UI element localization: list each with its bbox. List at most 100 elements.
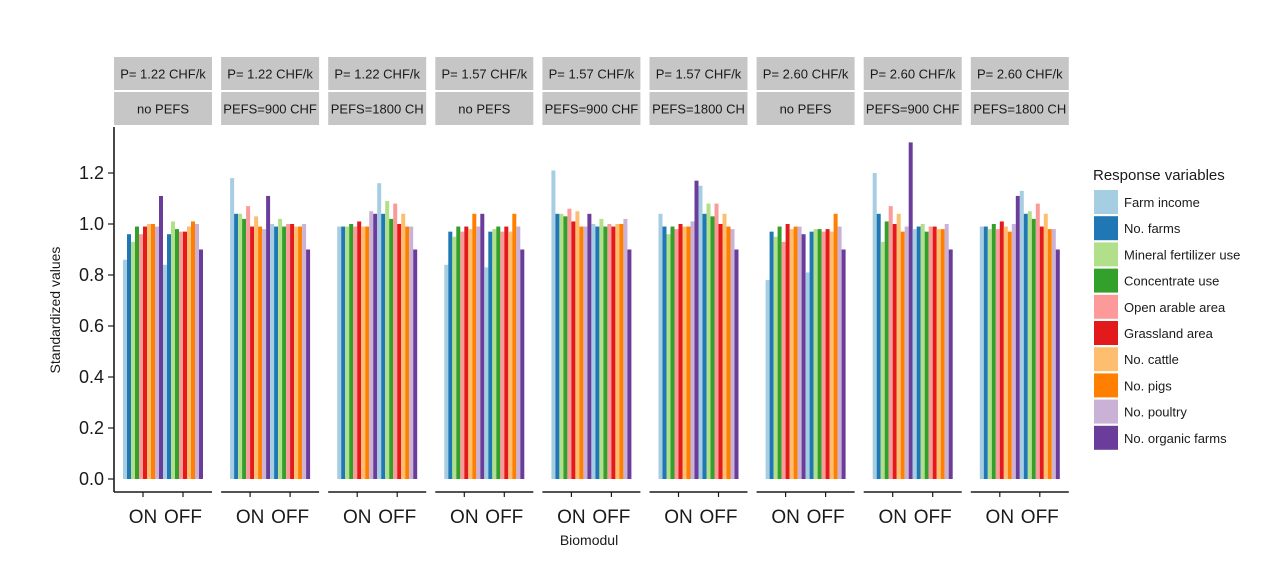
bar [476,226,481,479]
x-tick-label: OFF [914,507,952,528]
bar [623,218,628,479]
bar [730,229,735,479]
facet-strip-top-label: P= 1.57 CHF/k [549,67,635,82]
bar [797,226,802,479]
bar [179,231,183,479]
y-tick-label: 0.8 [79,265,104,285]
bar [579,226,584,479]
facet-strip-bottom [435,92,534,125]
bar [718,224,723,479]
bar [789,229,794,479]
bar [1035,203,1040,479]
bar [1003,226,1008,479]
bar [920,224,925,479]
bar [385,201,390,480]
bar [468,229,473,479]
bar [769,231,774,479]
bar [496,226,501,479]
bar [1011,224,1016,479]
bar [607,224,612,479]
x-tick-label: ON [771,507,800,528]
bar [409,226,414,479]
x-tick-label: ON [878,507,907,528]
bar [191,221,195,479]
bar [805,272,810,479]
facet-panel: P= 1.22 CHF/k no PEFS ON OFF [114,57,212,528]
bar [706,203,711,479]
facet-strip-bottom-label: no PEFS [780,102,832,117]
bar [389,218,394,479]
bar [777,226,782,479]
bar [726,226,731,479]
bar [627,249,632,479]
bar [619,224,624,479]
bar [135,226,139,479]
bar [250,226,255,479]
bar [892,224,897,479]
bar [290,224,295,479]
bar [872,173,877,479]
bar [983,226,988,479]
facet-strip-top [435,57,534,90]
bar [841,249,846,479]
bar [904,226,909,479]
bar [460,231,465,479]
y-tick-label: 1.2 [79,163,104,183]
facet-panel: P= 1.57 CHF/k no PEFS ON OFF [435,57,534,528]
bar [480,213,485,480]
legend-key [1094,347,1118,372]
facets-layer: P= 1.22 CHF/k no PEFS ON OFF P= 1.22 CHF/k PE… [114,57,1069,528]
legend-key [1094,294,1118,319]
bar [615,224,620,479]
legend-label: No. poultry [1124,405,1187,420]
bar [500,231,505,479]
bar [357,221,362,479]
bar [944,224,949,479]
x-tick-label: ON [664,507,693,528]
legend-key [1094,399,1118,424]
bar [258,226,263,479]
facet-strip-bottom-label: PEFS=1800 CH [973,102,1066,117]
bar [591,224,596,479]
facet-strip-bottom [863,92,962,125]
bar [238,213,243,480]
legend-label: Open arable area [1124,300,1226,315]
legend-label: No. farms [1124,221,1181,236]
bar [516,226,521,479]
bar [987,229,992,479]
bar [809,231,814,479]
bar [353,226,358,479]
bar [674,229,679,479]
bar [948,249,953,479]
y-axis: 0.0 0.2 0.4 0.6 0.8 1.0 1.2 [79,127,115,492]
bar [159,195,163,479]
facet-panel: P= 1.57 CHF/k PEFS=900 CHF ON OFF [542,57,641,528]
legend-title: Response variables [1093,167,1225,184]
legend-key [1094,216,1118,241]
bar [1031,218,1036,479]
x-tick-label: OFF [164,507,202,528]
bar [979,226,984,479]
bar [837,226,842,479]
bar [801,234,806,479]
bar [932,226,937,479]
legend-label: Concentrate use [1124,274,1219,289]
x-tick-label: ON [129,507,158,528]
bar [278,218,283,479]
bar [254,216,259,479]
bar [908,142,913,479]
y-axis-title: Standardized values [47,247,63,374]
bar [821,231,826,479]
bar [1019,190,1024,479]
y-tick-label: 0.6 [79,316,104,336]
x-tick-label: OFF [378,507,416,528]
facet-strip-top [970,57,1069,90]
bar [345,226,350,479]
bar [991,224,996,479]
x-tick-label: OFF [1021,507,1059,528]
facet-strip-top-label: P= 1.22 CHF/k [120,67,206,82]
facet-strip-top-label: P= 1.22 CHF/k [334,67,420,82]
x-tick-label: ON [236,507,265,528]
bar [563,216,568,479]
legend-label: No. cattle [1124,352,1179,367]
